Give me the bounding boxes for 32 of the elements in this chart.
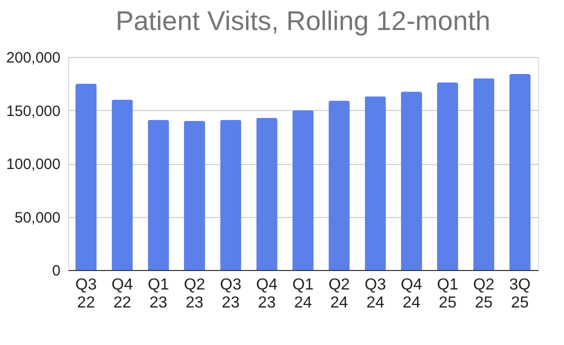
y-tick-label: 50,000 — [14, 209, 60, 226]
x-tick-label: Q2 23 — [184, 276, 206, 312]
bar — [112, 100, 133, 270]
chart-title: Patient Visits, Rolling 12-month — [116, 6, 490, 36]
y-tick-label: 0 — [52, 262, 60, 280]
x-tick-label: Q1 25 — [436, 276, 458, 312]
x-tick-label: 3Q 25 — [509, 276, 531, 312]
x-tick-label: Q1 24 — [292, 276, 314, 312]
x-tick-label: Q3 22 — [75, 276, 97, 312]
bar — [256, 118, 278, 270]
bar — [364, 96, 386, 270]
bar — [328, 100, 350, 270]
y-tick-label: 100,000 — [6, 156, 60, 173]
bar — [148, 120, 169, 270]
bar — [473, 78, 494, 270]
y-tick-label: 150,000 — [6, 102, 60, 120]
x-tick-label: Q2 25 — [473, 276, 495, 312]
x-tick-label: Q2 24 — [328, 276, 350, 312]
y-tick-label: 200,000 — [6, 50, 60, 66]
x-tick-label: Q3 24 — [364, 276, 386, 312]
bar — [437, 82, 458, 270]
x-tick-label: Q4 24 — [400, 276, 422, 312]
bar — [76, 84, 97, 270]
bar — [509, 74, 530, 270]
x-tick-label: Q4 23 — [256, 276, 278, 312]
bar — [220, 120, 242, 270]
x-tick-label: Q3 23 — [220, 276, 242, 312]
bar — [400, 92, 422, 270]
x-tick-label: Q4 22 — [112, 276, 134, 312]
bar — [184, 120, 206, 270]
x-tick-label: Q1 23 — [148, 276, 170, 312]
bar — [292, 110, 314, 270]
